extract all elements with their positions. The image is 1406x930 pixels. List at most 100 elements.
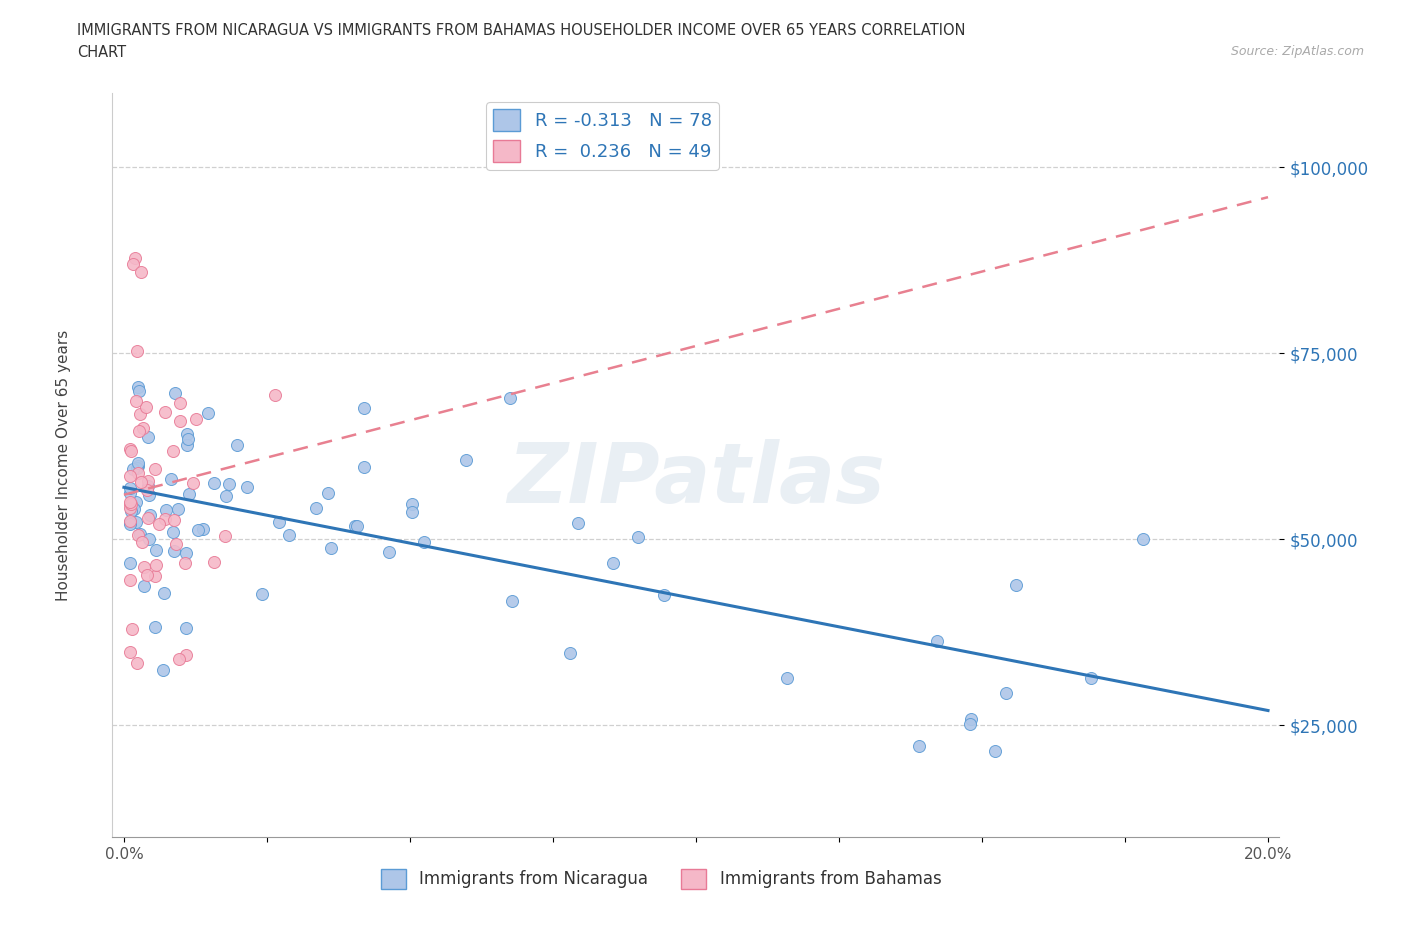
Point	[162, 444, 184, 458]
Point	[118, 485, 141, 500]
Point	[401, 504, 423, 519]
Point	[176, 438, 198, 453]
Point	[567, 515, 589, 530]
Point	[181, 475, 204, 490]
Point	[127, 465, 149, 480]
Point	[202, 554, 225, 569]
Point	[169, 396, 191, 411]
Point	[277, 527, 299, 542]
Point	[155, 503, 177, 518]
Point	[959, 716, 981, 731]
Point	[174, 555, 197, 570]
Point	[136, 473, 159, 488]
Point	[134, 560, 156, 575]
Point	[143, 619, 166, 634]
Point	[353, 400, 375, 415]
Point	[264, 387, 287, 402]
Point	[401, 497, 423, 512]
Point	[124, 514, 146, 529]
Point	[138, 508, 160, 523]
Point	[165, 537, 187, 551]
Point	[118, 494, 141, 509]
Point	[163, 512, 186, 527]
Point	[174, 648, 197, 663]
Point	[118, 573, 141, 588]
Point	[187, 523, 209, 538]
Point	[129, 526, 152, 541]
Point	[121, 621, 143, 636]
Point	[960, 711, 983, 726]
Point	[125, 460, 148, 475]
Point	[214, 529, 236, 544]
Point	[346, 519, 368, 534]
Point	[122, 502, 145, 517]
Point	[412, 535, 434, 550]
Point	[152, 586, 174, 601]
Point	[143, 569, 166, 584]
Point	[163, 385, 186, 400]
Point	[131, 474, 153, 489]
Text: ZIPatlas: ZIPatlas	[508, 439, 884, 521]
Point	[128, 384, 150, 399]
Point	[128, 406, 150, 421]
Point	[152, 663, 174, 678]
Point	[316, 485, 339, 500]
Point	[215, 488, 238, 503]
Text: Householder Income Over 65 years: Householder Income Over 65 years	[56, 329, 70, 601]
Point	[160, 472, 183, 486]
Point	[118, 644, 141, 659]
Point	[125, 344, 148, 359]
Point	[125, 393, 148, 408]
Text: CHART: CHART	[77, 45, 127, 60]
Point	[1080, 671, 1102, 685]
Point	[118, 468, 141, 483]
Point	[226, 437, 249, 452]
Point	[135, 483, 157, 498]
Point	[1005, 578, 1028, 592]
Point	[908, 738, 931, 753]
Point	[124, 251, 146, 266]
Point	[319, 541, 342, 556]
Point	[925, 634, 948, 649]
Point	[145, 558, 167, 573]
Point	[121, 257, 143, 272]
Point	[176, 620, 198, 635]
Point	[235, 480, 257, 495]
Point	[127, 456, 149, 471]
Point	[169, 414, 191, 429]
Point	[127, 458, 149, 473]
Point	[136, 568, 159, 583]
Point	[501, 593, 523, 608]
Point	[127, 379, 149, 394]
Point	[776, 671, 799, 685]
Point	[344, 519, 367, 534]
Point	[177, 486, 200, 501]
Text: Source: ZipAtlas.com: Source: ZipAtlas.com	[1230, 45, 1364, 58]
Point	[118, 513, 141, 528]
Point	[454, 453, 477, 468]
Point	[120, 503, 142, 518]
Text: IMMIGRANTS FROM NICARAGUA VS IMMIGRANTS FROM BAHAMAS HOUSEHOLDER INCOME OVER 65 : IMMIGRANTS FROM NICARAGUA VS IMMIGRANTS …	[77, 23, 966, 38]
Point	[353, 459, 375, 474]
Point	[145, 542, 167, 557]
Point	[145, 462, 167, 477]
Point	[197, 405, 219, 420]
Point	[127, 656, 149, 671]
Point	[627, 530, 650, 545]
Point	[984, 744, 1007, 759]
Point	[124, 495, 146, 510]
Point	[127, 528, 149, 543]
Point	[148, 516, 170, 531]
Point	[155, 405, 177, 419]
Point	[177, 432, 200, 446]
Point	[138, 487, 160, 502]
Point	[558, 645, 581, 660]
Point	[135, 400, 157, 415]
Point	[191, 522, 214, 537]
Point	[118, 514, 141, 529]
Point	[120, 444, 142, 458]
Point	[167, 501, 190, 516]
Point	[153, 512, 176, 526]
Point	[176, 427, 198, 442]
Point	[162, 525, 184, 539]
